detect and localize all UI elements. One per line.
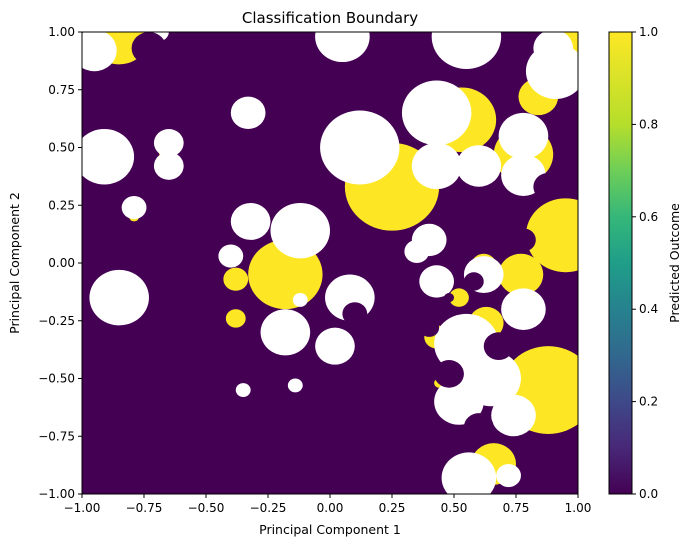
class-0-regions bbox=[131, 32, 564, 441]
colorbar-tick-label: 0.0 bbox=[639, 487, 658, 501]
unclassified-region bbox=[235, 383, 251, 397]
unclassified-region bbox=[456, 145, 502, 187]
class-0-region bbox=[444, 293, 455, 303]
unclassified-region bbox=[404, 239, 430, 263]
y-tick-label: −0.75 bbox=[38, 429, 75, 443]
colorbar-tick-label: 0.6 bbox=[639, 210, 658, 224]
unclassified-region bbox=[315, 32, 370, 63]
colorbar bbox=[608, 31, 633, 495]
y-tick-label: 0.75 bbox=[48, 83, 75, 97]
x-tick-label: 0.50 bbox=[441, 501, 468, 515]
unclassified-region bbox=[89, 269, 149, 326]
unclassified-region bbox=[218, 244, 244, 268]
unclassified-regions bbox=[82, 32, 578, 494]
y-tick-label: −0.25 bbox=[38, 314, 75, 328]
unclassified-region bbox=[501, 288, 546, 330]
x-tick-label: 0.00 bbox=[317, 501, 344, 515]
unclassified-region bbox=[431, 32, 502, 69]
x-tick-label: −0.50 bbox=[188, 501, 225, 515]
unclassified-region bbox=[260, 309, 311, 356]
colorbar-tick-label: 1.0 bbox=[639, 25, 658, 39]
class-1-region bbox=[225, 309, 246, 328]
class-0-region bbox=[483, 332, 514, 361]
unclassified-region bbox=[461, 350, 521, 407]
y-axis-ticks: −1.00 −0.75 −0.50 −0.25 0.00 0.25 0.50 0.75 1.00 bbox=[38, 25, 82, 501]
x-tick-label: −1.00 bbox=[64, 501, 101, 515]
unclassified-region bbox=[153, 152, 184, 180]
unclassified-region bbox=[287, 378, 303, 393]
class-0-region bbox=[463, 413, 494, 441]
unclassified-region bbox=[491, 394, 536, 437]
class-0-region bbox=[463, 272, 484, 291]
y-tick-label: 0.50 bbox=[48, 141, 75, 155]
class-0-region bbox=[434, 360, 464, 388]
plot-area bbox=[82, 32, 578, 494]
unclassified-region bbox=[411, 142, 462, 190]
colorbar-label: Predicted Outcome bbox=[667, 203, 682, 323]
class-1-region bbox=[449, 288, 469, 307]
colorbar-tick-label: 0.4 bbox=[639, 302, 658, 316]
x-axis-label: Principal Component 1 bbox=[259, 522, 401, 537]
class-0-region bbox=[131, 32, 167, 65]
unclassified-region bbox=[230, 202, 271, 240]
colorbar-ticks: 0.0 0.2 0.4 0.6 0.8 1.0 bbox=[632, 25, 658, 501]
unclassified-region bbox=[82, 129, 135, 185]
y-tick-label: 1.00 bbox=[48, 25, 75, 39]
y-tick-label: 0.25 bbox=[48, 198, 75, 212]
unclassified-region bbox=[292, 293, 308, 307]
unclassified-region bbox=[82, 32, 117, 72]
class-0-region bbox=[511, 228, 536, 252]
x-tick-label: 0.25 bbox=[379, 501, 406, 515]
colorbar-tick-label: 0.8 bbox=[639, 117, 658, 131]
unclassified-region bbox=[498, 112, 549, 160]
class-0-region bbox=[419, 318, 440, 337]
x-tick-label: 0.75 bbox=[503, 501, 530, 515]
y-axis-label: Principal Component 2 bbox=[7, 192, 22, 334]
x-tick-label: 1.00 bbox=[565, 501, 592, 515]
x-tick-label: −0.25 bbox=[250, 501, 287, 515]
x-tick-label: −0.75 bbox=[126, 501, 163, 515]
x-axis-ticks: −1.00 −0.75 −0.50 −0.25 0.00 0.25 0.50 0.75 1.00 bbox=[64, 494, 592, 515]
unclassified-region bbox=[401, 80, 472, 146]
y-tick-label: −1.00 bbox=[38, 487, 75, 501]
colorbar-tick-label: 0.2 bbox=[639, 395, 658, 409]
class-1-region bbox=[525, 198, 578, 273]
unclassified-region bbox=[441, 452, 497, 494]
unclassified-region bbox=[525, 43, 578, 99]
unclassified-region bbox=[153, 129, 184, 157]
class-1-region bbox=[223, 267, 249, 291]
unclassified-region bbox=[419, 265, 455, 298]
y-tick-label: −0.50 bbox=[38, 372, 75, 386]
class-1-region bbox=[498, 253, 544, 296]
unclassified-region bbox=[230, 96, 266, 130]
chart-title: Classification Boundary bbox=[242, 9, 418, 27]
unclassified-region bbox=[121, 196, 147, 220]
class-0-region bbox=[533, 172, 564, 201]
y-tick-label: 0.00 bbox=[48, 256, 75, 270]
class-0-region bbox=[342, 302, 368, 326]
unclassified-region bbox=[496, 463, 521, 488]
unclassified-region bbox=[270, 202, 330, 259]
unclassified-region bbox=[315, 327, 355, 365]
unclassified-region bbox=[320, 110, 400, 185]
